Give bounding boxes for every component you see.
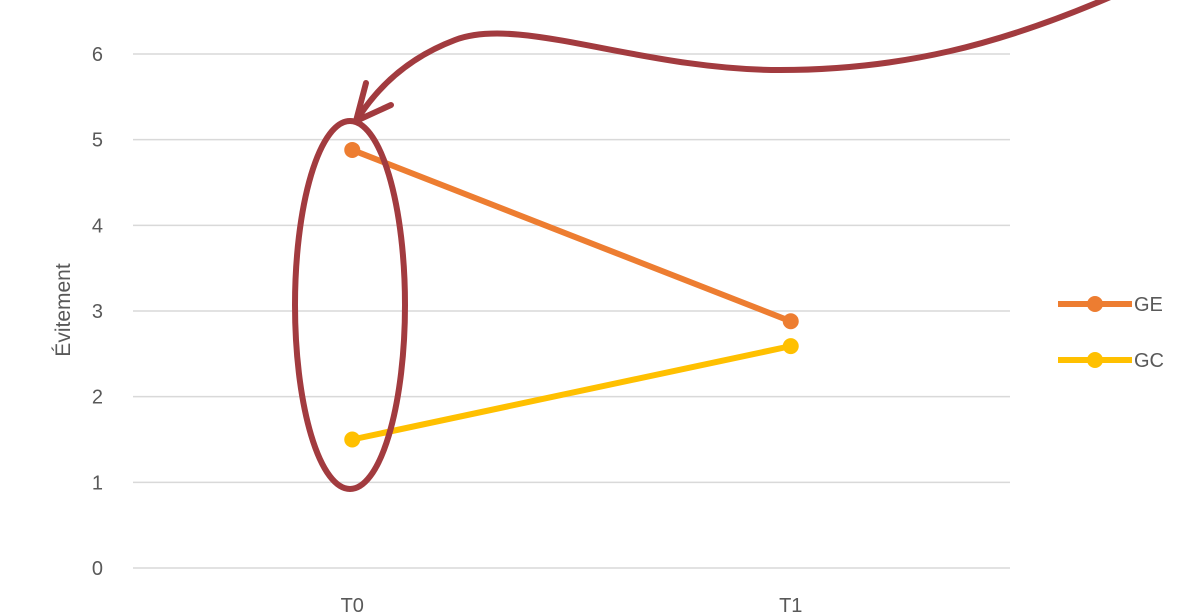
highlight-annotation: [292, 0, 1111, 492]
x-tick-label: T0: [341, 595, 364, 613]
data-point-GE-T0: [344, 141, 361, 158]
data-point-GC-T1: [782, 338, 799, 355]
series-line-GC: [351, 343, 792, 443]
y-tick-label: 0: [92, 558, 103, 580]
y-axis-ticks: 0 1 2 3 4 5 6: [92, 44, 103, 580]
y-tick-label: 1: [92, 472, 103, 494]
y-tick-label: 3: [92, 301, 103, 323]
x-tick-label: T1: [779, 595, 802, 613]
y-tick-label: 5: [92, 130, 103, 152]
legend-label-GE: GE: [1134, 294, 1163, 316]
legend-marker-GC: [1087, 352, 1103, 368]
series-layer: [344, 141, 799, 448]
highlight-ellipse: [292, 118, 408, 492]
legend-marker-GE: [1087, 296, 1103, 312]
y-tick-label: 6: [92, 44, 103, 66]
x-axis-ticks: T0 T1: [341, 595, 803, 613]
gridlines: [133, 53, 1010, 569]
y-tick-label: 2: [92, 387, 103, 409]
legend-label-GC: GC: [1134, 350, 1164, 372]
curved-arrow: [357, 0, 1111, 118]
arrowhead: [353, 80, 394, 124]
y-tick-label: 4: [92, 215, 103, 237]
series-line-GE: [351, 147, 792, 325]
y-axis-label: Évitement: [52, 263, 75, 357]
data-point-GE-T1: [782, 313, 799, 330]
data-point-GC-T0: [344, 431, 361, 448]
legend: GE GC: [1058, 294, 1164, 372]
